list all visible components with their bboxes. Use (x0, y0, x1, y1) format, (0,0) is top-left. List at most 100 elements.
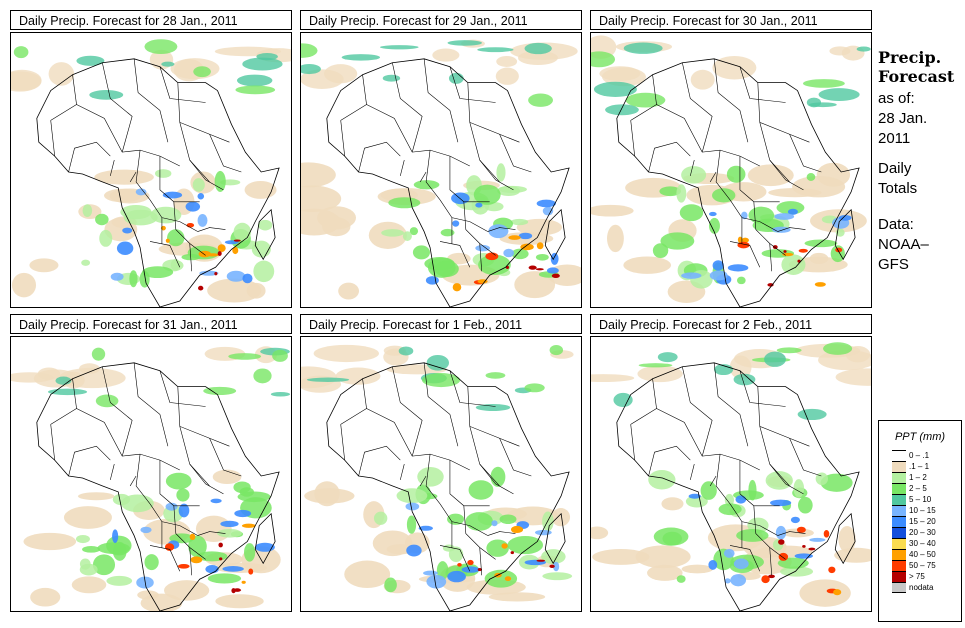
country-border (739, 460, 780, 507)
country-border (173, 201, 206, 256)
country-border (366, 104, 413, 153)
precip-patch (625, 92, 666, 108)
country-border (133, 58, 169, 143)
precip-patch (491, 520, 498, 527)
precip-patch (798, 248, 808, 253)
country-border (392, 62, 423, 153)
country-border (479, 243, 483, 272)
precip-patch (185, 201, 201, 212)
precip-patch (338, 282, 360, 300)
country-border (68, 141, 111, 173)
precip-patch (475, 244, 491, 252)
precip-patch (95, 394, 119, 408)
precip-patch (536, 199, 557, 208)
country-border (425, 150, 441, 200)
precip-patch (835, 368, 871, 386)
legend-swatch (892, 538, 906, 549)
precip-patch (542, 206, 554, 216)
precip-patch (790, 516, 800, 524)
precip-patch (219, 557, 223, 561)
country-border (449, 460, 490, 507)
precip-patch (605, 104, 639, 116)
precip-patch (776, 347, 802, 354)
precip-patch (122, 227, 133, 234)
precip-patch (29, 258, 59, 273)
precip-patch (235, 85, 276, 95)
precip-patch (551, 273, 560, 279)
legend-swatch (892, 450, 906, 461)
side-caption: Precip. Forecast as of: 28 Jan. 2011 Dai… (878, 48, 963, 275)
legend-title: PPT (mm) (894, 431, 946, 443)
precip-patch (448, 72, 464, 84)
precip-patch (767, 283, 774, 287)
country-border (159, 460, 200, 507)
precip-patch (818, 88, 860, 101)
caption-date-line2: 2011 (878, 130, 911, 147)
country-border (358, 445, 401, 477)
precip-patch (601, 67, 646, 87)
precip-patch (802, 544, 806, 548)
precip-patch (452, 220, 460, 227)
precip-patch (241, 523, 256, 528)
precip-patch (92, 554, 116, 576)
precip-patch (733, 373, 756, 386)
country-border (197, 227, 226, 232)
country-border (76, 104, 123, 153)
precip-patch (659, 186, 682, 197)
coastline (36, 58, 280, 307)
forecast-panel-6: Daily Precip. Forecast for 2 Feb., 2011 (590, 314, 872, 612)
country-border (729, 503, 778, 536)
precip-patch (241, 580, 246, 584)
country-border (449, 156, 490, 203)
precip-patch (215, 594, 264, 609)
precip-patch (514, 271, 556, 299)
precip-patch (838, 525, 856, 553)
precip-patch (91, 347, 106, 361)
country-border (789, 438, 822, 477)
precip-patch (591, 374, 635, 383)
precip-patch (301, 366, 337, 389)
coastline (616, 58, 860, 307)
country-border (209, 134, 242, 173)
precip-patch (11, 272, 37, 298)
precip-patch (485, 252, 499, 261)
country-border (769, 463, 804, 495)
country-border (487, 531, 516, 536)
legend-label: 1 – 2 (909, 473, 927, 482)
legend-item: > 75 (879, 571, 961, 582)
precip-patch (797, 496, 813, 514)
precip-patch (551, 508, 571, 527)
precip-patch (808, 547, 816, 551)
precip-patch (135, 188, 147, 196)
precip-patch (447, 570, 466, 583)
precip-patch (418, 525, 433, 531)
precip-patch (165, 502, 178, 511)
precip-patch (233, 222, 252, 242)
precip-map (300, 336, 582, 612)
country-border (159, 370, 206, 407)
country-border (715, 454, 731, 504)
precip-patch (779, 566, 814, 577)
precip-patch (774, 213, 795, 220)
precip-patch (477, 567, 483, 572)
precip-patch (536, 242, 544, 250)
precip-patch (730, 574, 747, 587)
precip-patch (690, 69, 715, 90)
precip-map (300, 32, 582, 308)
country-border (179, 426, 210, 487)
caption-date-line1: 28 Jan. (878, 110, 928, 127)
country-border (702, 149, 760, 167)
precip-patch (75, 534, 90, 544)
precip-patch (708, 211, 717, 217)
coastline (616, 362, 860, 611)
precip-patch (95, 213, 109, 226)
precip-patch (723, 548, 735, 558)
precip-patch (833, 589, 842, 596)
precip-patch (549, 345, 564, 356)
forecast-panel-1: Daily Precip. Forecast for 28 Jan., 2011 (10, 10, 292, 308)
precip-patch (591, 204, 634, 217)
precip-patch (550, 252, 559, 265)
caption-asof: as of: (878, 90, 915, 107)
precip-patch (30, 587, 61, 607)
precip-patch (344, 560, 391, 589)
